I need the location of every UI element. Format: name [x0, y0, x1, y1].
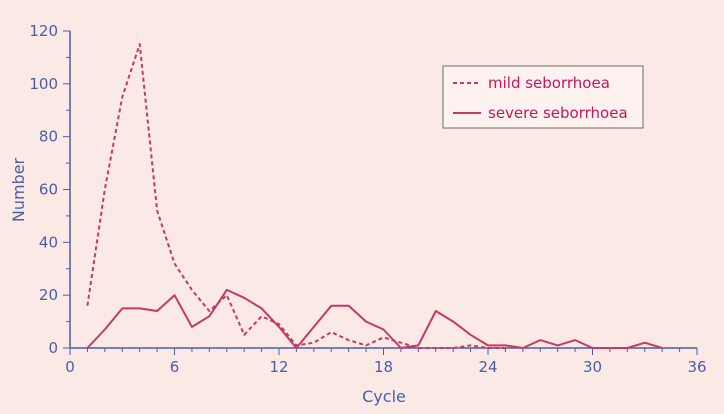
legend-label-severe: severe seborrhoea — [488, 104, 628, 122]
ticks: 0 6 12 18 24 30 36 0 20 40 60 80 100 120 — [29, 22, 706, 376]
y-tick-label: 120 — [29, 22, 58, 40]
y-tick-label: 100 — [29, 75, 58, 93]
x-tick-label: 18 — [374, 358, 393, 376]
legend-label-mild: mild seborrhoea — [488, 74, 610, 92]
y-axis-title: Number — [9, 157, 28, 222]
x-tick-label: 24 — [478, 358, 497, 376]
x-axis-title: Cycle — [362, 387, 406, 406]
legend: mild seborrhoea severe seborrhoea — [442, 65, 644, 129]
series-line-mild — [86, 43, 506, 349]
y-tick-label: 20 — [39, 286, 58, 304]
x-tick-label: 6 — [170, 358, 180, 376]
legend-box — [442, 65, 644, 129]
series-lines — [86, 43, 663, 349]
x-tick-label: 30 — [583, 358, 602, 376]
y-tick-label: 40 — [39, 233, 58, 251]
x-tick-label: 0 — [65, 358, 75, 376]
y-tick-label: 80 — [39, 128, 58, 146]
y-tick-label: 0 — [48, 339, 58, 357]
x-tick-label: 12 — [269, 358, 288, 376]
series-line-severe — [86, 288, 663, 349]
y-tick-label: 60 — [39, 181, 58, 199]
x-tick-label: 36 — [687, 358, 706, 376]
